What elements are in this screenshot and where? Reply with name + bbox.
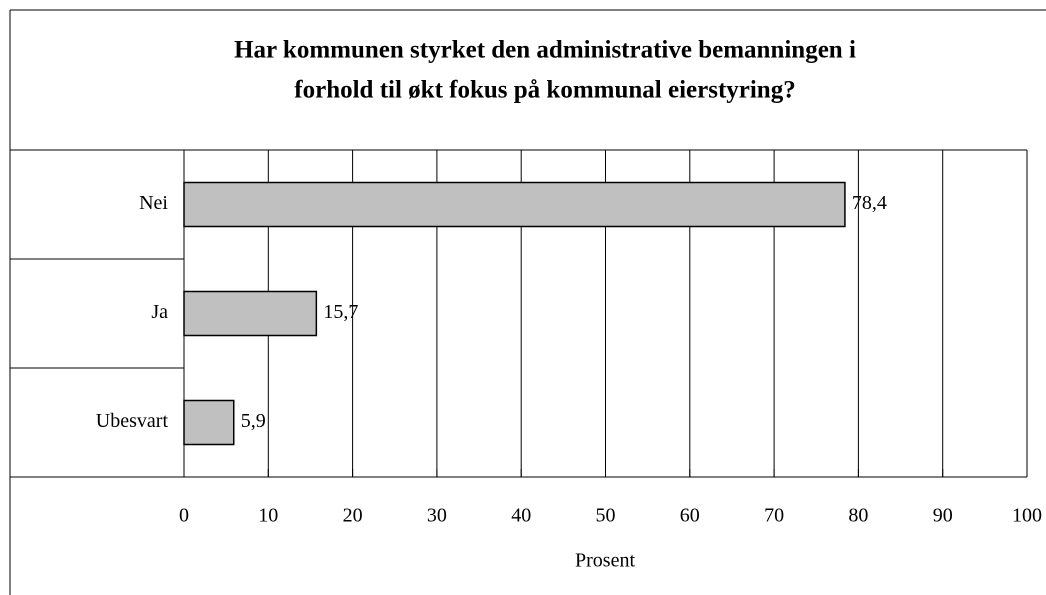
x-tick-label: 70 <box>764 505 784 527</box>
data-label: 15,7 <box>323 301 358 323</box>
x-tick-label: 10 <box>258 505 278 527</box>
x-tick-label: 60 <box>680 505 700 527</box>
y-tick-label: Nei <box>139 192 168 214</box>
x-tick-label: 20 <box>343 505 363 527</box>
x-tick-label: 80 <box>848 505 868 527</box>
x-tick-label: 0 <box>179 505 189 527</box>
chart-title: forhold til økt fokus på kommunal eierst… <box>294 77 795 104</box>
data-label: 5,9 <box>241 410 266 432</box>
x-axis-label: Prosent <box>575 550 635 572</box>
x-tick-label: 100 <box>1012 505 1042 527</box>
y-tick-label: Ubesvart <box>96 410 169 432</box>
x-tick-label: 90 <box>933 505 953 527</box>
data-label: 78,4 <box>852 192 887 214</box>
bar <box>183 290 318 337</box>
y-tick-label: Ja <box>151 301 168 323</box>
bar <box>183 181 846 228</box>
bar <box>183 399 235 446</box>
chart-title: Har kommunen styrket den administrative … <box>234 37 856 64</box>
x-tick-label: 30 <box>427 505 447 527</box>
x-tick-label: 50 <box>596 505 616 527</box>
x-tick-label: 40 <box>511 505 531 527</box>
